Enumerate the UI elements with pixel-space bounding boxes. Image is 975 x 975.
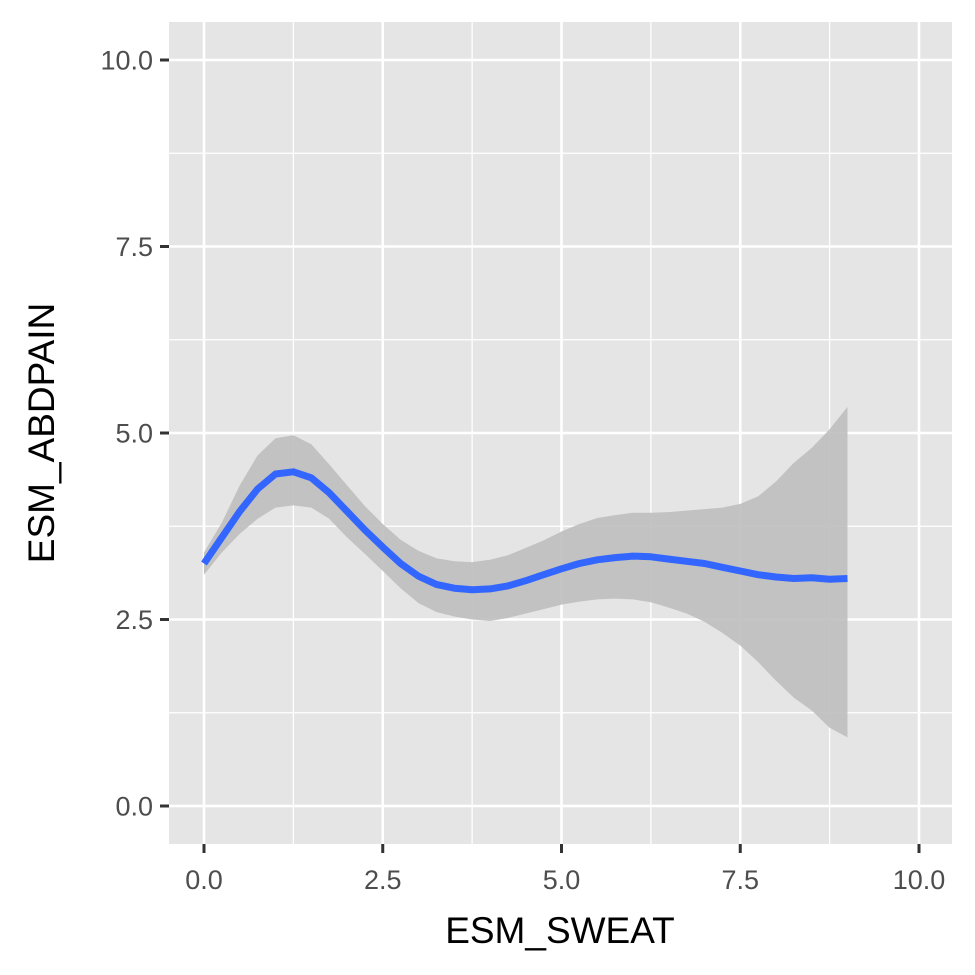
confidence-band-area — [204, 406, 848, 738]
x-axis: 0.0 2.5 5.0 7.5 10.0 — [185, 844, 945, 895]
smooth-line-path — [201, 468, 848, 594]
y-tick-label: 7.5 — [115, 232, 153, 262]
x-tick-label: 0.0 — [185, 865, 223, 895]
y-tick-label: 2.5 — [115, 605, 153, 635]
x-tick-label: 10.0 — [893, 865, 946, 895]
y-axis: 0.0 2.5 5.0 7.5 10.0 — [100, 46, 169, 822]
y-tick-label: 5.0 — [115, 419, 153, 449]
x-tick-label: 5.0 — [543, 865, 581, 895]
confidence-band — [204, 406, 848, 738]
y-axis-title: ESM_ABDPAIN — [21, 303, 62, 563]
y-tick-label: 0.0 — [115, 792, 153, 822]
smooth-line — [201, 468, 848, 594]
x-tick-label: 2.5 — [364, 865, 402, 895]
x-axis-title: ESM_SWEAT — [445, 910, 675, 951]
y-tick-label: 10.0 — [100, 46, 153, 76]
grid-major — [169, 22, 952, 844]
x-tick-label: 7.5 — [721, 865, 759, 895]
